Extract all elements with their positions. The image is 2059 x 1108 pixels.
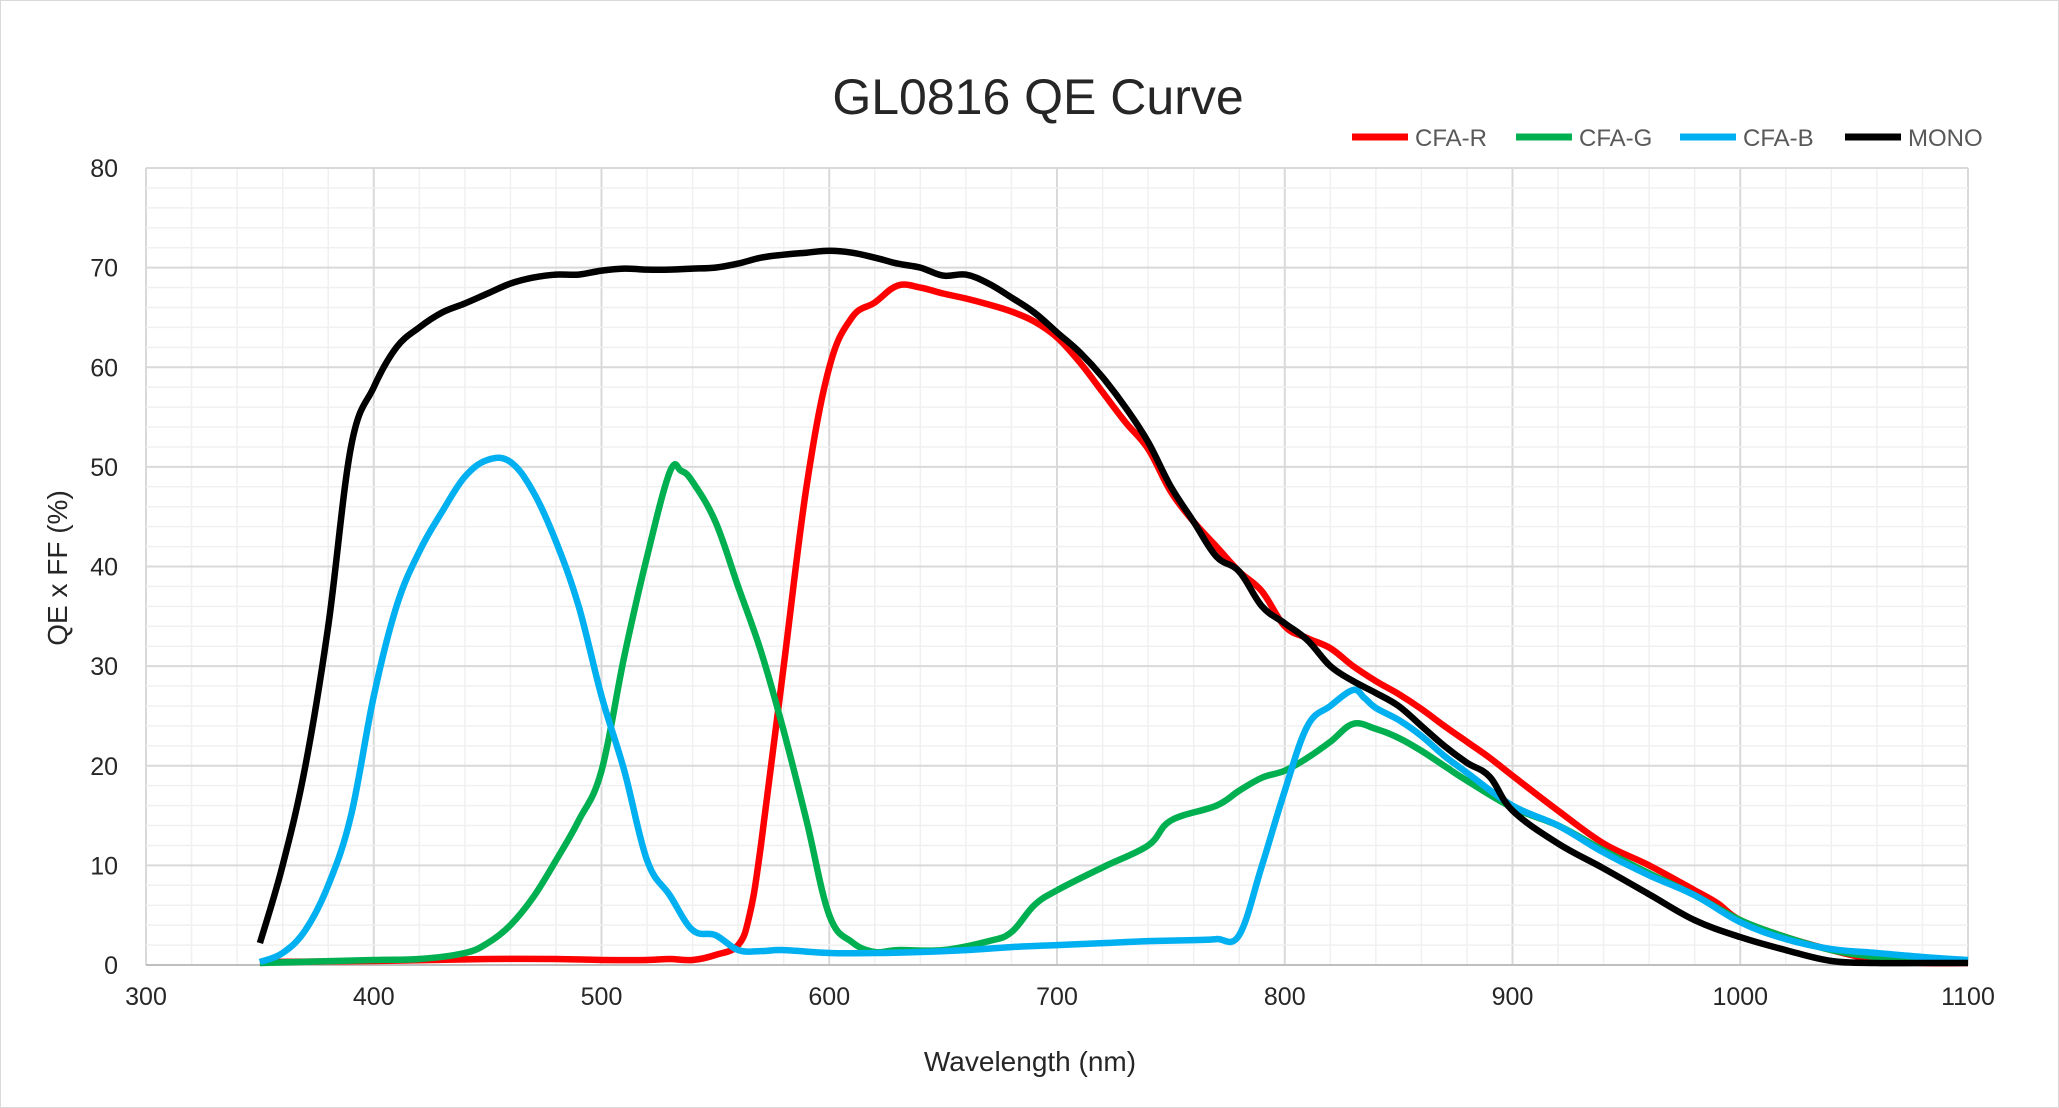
x-tick-label: 600 (808, 983, 850, 1011)
x-tick-label: 500 (581, 983, 623, 1011)
x-tick-label: 800 (1264, 983, 1306, 1011)
y-tick-label: 50 (90, 454, 118, 482)
y-axis-title: QE x FF (%) (42, 490, 73, 646)
legend: CFA-R CFA-G CFA-B MONO (1352, 125, 1983, 152)
legend-item-cfa-r: CFA-R (1352, 125, 1487, 152)
y-tick-label: 20 (90, 753, 118, 781)
grid-lines (145, 167, 1969, 966)
series-line-mono (256, 247, 1968, 967)
legend-item-cfa-b: CFA-B (1680, 125, 1814, 152)
x-tick-label: 1100 (1941, 983, 1995, 1011)
y-tick-label: 0 (104, 952, 118, 980)
y-axis-ticks: 0 10 20 30 40 50 60 70 80 (90, 155, 118, 980)
series-lines (256, 247, 1969, 967)
y-tick-label: 30 (90, 653, 118, 681)
y-tick-label: 70 (90, 255, 118, 283)
y-tick-label: 10 (90, 852, 118, 880)
series-line-cfa-g (259, 461, 1969, 967)
x-tick-label: 300 (125, 983, 167, 1011)
legend-label-cfa-r: CFA-R (1415, 125, 1487, 152)
series-line-cfa-r (259, 281, 1969, 967)
chart-title: GL0816 QE Curve (832, 69, 1243, 125)
series-line-cfa-b (258, 454, 1969, 966)
legend-item-mono: MONO (1845, 125, 1983, 152)
legend-item-cfa-g: CFA-G (1516, 125, 1652, 152)
legend-label-mono: MONO (1908, 125, 1983, 152)
x-tick-label: 900 (1492, 983, 1534, 1011)
legend-label-cfa-b: CFA-B (1743, 125, 1814, 152)
x-tick-label: 400 (353, 983, 395, 1011)
y-tick-label: 60 (90, 354, 118, 382)
x-axis-title: Wavelength (nm) (924, 1046, 1136, 1077)
x-tick-label: 700 (1036, 983, 1078, 1011)
y-tick-label: 40 (90, 554, 118, 582)
x-axis-ticks: 300 400 500 600 700 800 900 1000 1100 (125, 983, 1995, 1011)
legend-label-cfa-g: CFA-G (1579, 125, 1652, 152)
y-tick-label: 80 (90, 155, 118, 183)
x-tick-label: 1000 (1712, 983, 1768, 1011)
